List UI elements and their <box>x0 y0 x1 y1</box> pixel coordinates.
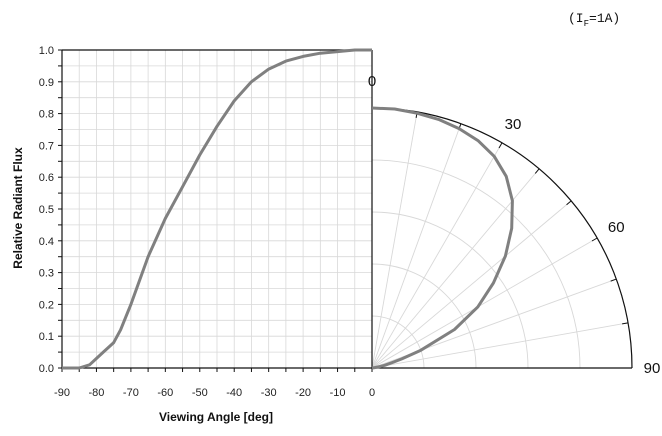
x-tick-label: 0 <box>369 387 375 399</box>
polar-spoke <box>371 111 418 369</box>
x-tick-label: -60 <box>157 387 173 399</box>
x-axis-label: Viewing Angle [deg] <box>159 410 273 424</box>
polar-ring <box>371 159 581 369</box>
polar-spoke <box>371 322 629 369</box>
polar-angle-label: 30 <box>505 116 522 133</box>
x-tick-label: -30 <box>261 387 277 399</box>
series-line-cartesian <box>62 48 372 370</box>
polar-spoke <box>371 237 598 369</box>
y-tick-label: 0.8 <box>39 109 54 121</box>
polar-spoke <box>371 142 503 369</box>
y-tick-label: 0.2 <box>39 299 54 311</box>
polar-tick <box>498 142 503 149</box>
condition-label: (IF=1A) <box>568 11 620 29</box>
polar-angle-labels: 0 30 60 90 <box>368 73 661 377</box>
y-tick-label: 0.0 <box>39 363 54 375</box>
x-tick-label: -40 <box>226 387 242 399</box>
polar-angle-label: 60 <box>608 219 625 236</box>
y-tick-label: 0.5 <box>39 204 54 216</box>
x-tick-label: -80 <box>88 387 104 399</box>
x-tick-label: -20 <box>295 387 311 399</box>
polar-angle-label: 0 <box>368 73 376 90</box>
y-axis-label: Relative Radiant Flux <box>11 147 25 269</box>
y-tick-label: 1.0 <box>39 45 54 57</box>
polar-tick <box>566 200 572 206</box>
y-tick-label: 0.1 <box>39 331 54 343</box>
y-tick-label: 0.4 <box>39 236 54 248</box>
series-line-polar <box>371 106 514 370</box>
condition-label-rest: =1A) <box>589 11 620 26</box>
x-tick-label: -90 <box>54 387 70 399</box>
y-tick-labels: 0.0 0.1 0.2 0.3 0.4 0.5 0.6 0.7 0.8 0.9 1.0 <box>39 45 54 375</box>
cartesian-grid <box>61 49 373 369</box>
polar-ring <box>371 211 529 369</box>
polar-spoke <box>371 123 462 369</box>
x-tick-labels: -90 -80 -70 -60 -50 -40 -30 -20 -10 0 <box>54 387 375 399</box>
x-tick-label: -70 <box>123 387 139 399</box>
condition-label-sub: F <box>584 19 589 29</box>
polar-spoke <box>371 168 540 369</box>
polar-spoke <box>371 200 572 369</box>
x-tick-label: -50 <box>192 387 208 399</box>
y-tick-label: 0.3 <box>39 268 54 280</box>
polar-tick <box>622 322 629 325</box>
polar-ring <box>371 263 477 369</box>
x-tick-label: -10 <box>330 387 346 399</box>
polar-angle-label: 90 <box>644 360 661 377</box>
polar-tick <box>534 168 540 174</box>
axes <box>58 49 632 372</box>
polar-tick <box>591 237 598 242</box>
condition-label-main: (I <box>568 11 584 26</box>
series-curves <box>62 48 514 370</box>
polar-tick <box>610 278 617 282</box>
y-tick-label: 0.7 <box>39 140 54 152</box>
polar-ring <box>371 315 425 369</box>
y-tick-label: 0.9 <box>39 77 54 89</box>
polar-grid <box>371 107 633 369</box>
y-tick-label: 0.6 <box>39 172 54 184</box>
polar-outer-arc <box>371 107 633 369</box>
